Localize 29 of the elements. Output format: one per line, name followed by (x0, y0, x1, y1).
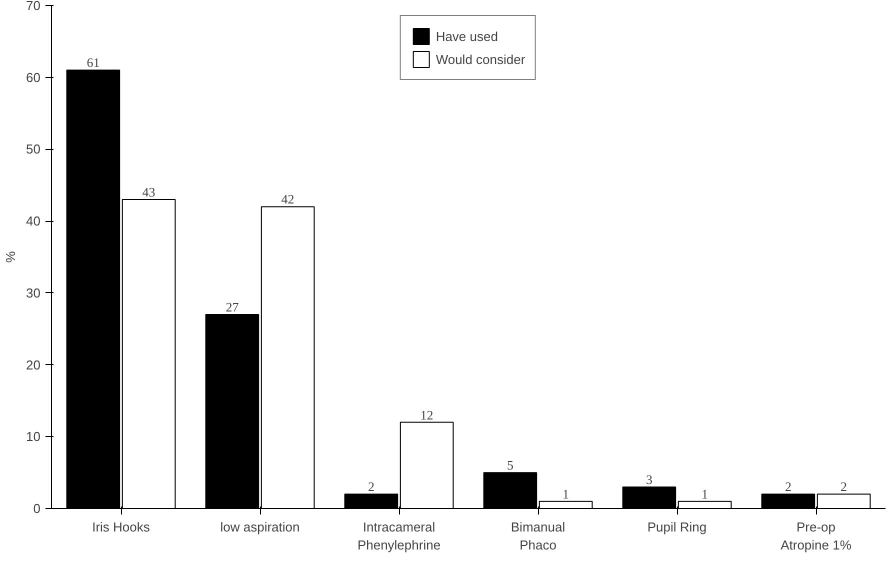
y-axis-title: % (3, 250, 18, 263)
y-tick-label: 60 (26, 70, 41, 85)
legend-label: Have used (436, 28, 498, 44)
data-label: 42 (281, 192, 294, 207)
data-label: 3 (646, 472, 652, 487)
data-label: 61 (86, 55, 100, 70)
legend-label: Would consider (436, 52, 526, 66)
data-label: 2 (840, 479, 848, 494)
y-tick-label: 10 (26, 429, 41, 444)
data-label: 2 (368, 479, 374, 494)
data-label: 12 (420, 407, 434, 422)
y-tick-label: 0 (33, 501, 41, 516)
x-tick-label: Pre-op Atropine 1% (780, 520, 852, 552)
x-tick-label: Intracameral Phenylephrine (357, 520, 441, 552)
y-tick-label: 30 (26, 285, 41, 300)
data-label: 1 (562, 486, 570, 502)
y-tick-label: 50 (26, 142, 41, 157)
data-label: 1 (702, 486, 708, 502)
data-label: 2 (784, 479, 792, 494)
x-tick-label: low aspiration (220, 520, 300, 534)
x-tick-label: Bimanual Phaco (510, 520, 566, 552)
y-tick-label: 20 (26, 357, 41, 372)
x-tick-label: Iris Hooks (92, 520, 150, 534)
data-label: 43 (142, 184, 156, 200)
data-label: 5 (506, 458, 514, 473)
y-tick-label: 40 (26, 214, 41, 229)
x-tick-label: Pupil Ring (647, 520, 707, 534)
y-tick-label: 70 (26, 0, 41, 13)
data-label: 27 (226, 299, 240, 314)
